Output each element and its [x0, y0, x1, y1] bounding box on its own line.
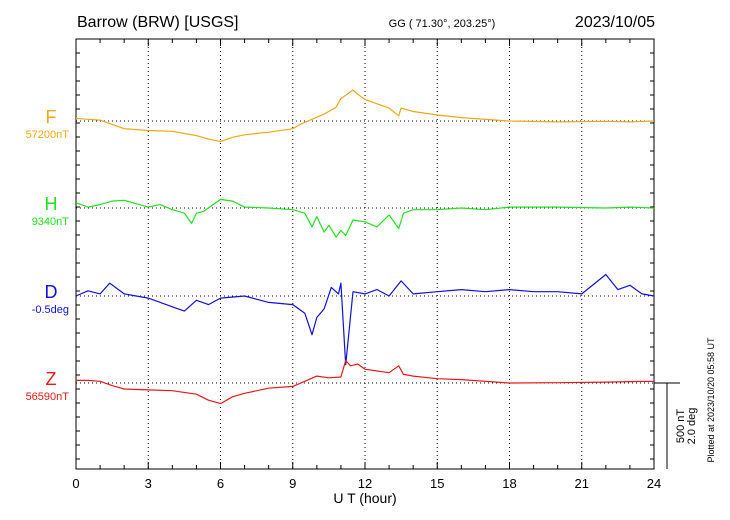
series-baseline-d: -0.5deg [32, 304, 69, 316]
x-tick-label: 15 [430, 476, 444, 491]
series-baseline-h: 9340nT [32, 216, 70, 228]
series-name-h: H [45, 194, 58, 214]
series-labels: F 57200nT H 9340nT D -0.5deg Z 56590nT [26, 107, 70, 403]
scale-bar-deg: 2.0 deg [686, 408, 698, 445]
series-name-z: Z [46, 369, 57, 389]
series-lines [75, 89, 655, 405]
series-line-z [76, 360, 655, 405]
x-axis-label: U T (hour) [333, 490, 396, 506]
grid [147, 39, 583, 469]
series-line-f [75, 89, 655, 143]
plotted-at-note: Plotted at 2023/10/20 05:58 UT [706, 337, 716, 463]
series-name-d: D [45, 282, 58, 302]
series-baseline-z: 56590nT [26, 391, 70, 403]
scale-bar-nt: 500 nT [675, 409, 687, 444]
date-label: 2023/10/05 [575, 14, 655, 31]
series-line-d [75, 273, 655, 366]
x-tick-label: 21 [575, 476, 589, 491]
series-baseline-f: 57200nT [26, 129, 70, 141]
series-name-f: F [46, 107, 57, 127]
axis-ticks [75, 39, 655, 469]
scale-bar: 500 nT 2.0 deg [654, 382, 698, 469]
baselines [76, 120, 654, 384]
x-tick-label: 12 [358, 476, 372, 491]
x-tick-label: 24 [647, 476, 661, 491]
x-tick-label: 0 [72, 476, 79, 491]
station-title: Barrow (BRW) [USGS] [77, 14, 239, 31]
x-tick-label: 3 [145, 476, 152, 491]
x-tick-label: 6 [217, 476, 224, 491]
station-coords: GG ( 71.30°, 203.25°) [389, 18, 496, 30]
x-tick-label: 18 [502, 476, 516, 491]
x-tick-labels: 0 3 6 9 12 15 18 21 24 [72, 476, 661, 491]
series-line-h [75, 198, 655, 238]
x-tick-label: 9 [289, 476, 296, 491]
